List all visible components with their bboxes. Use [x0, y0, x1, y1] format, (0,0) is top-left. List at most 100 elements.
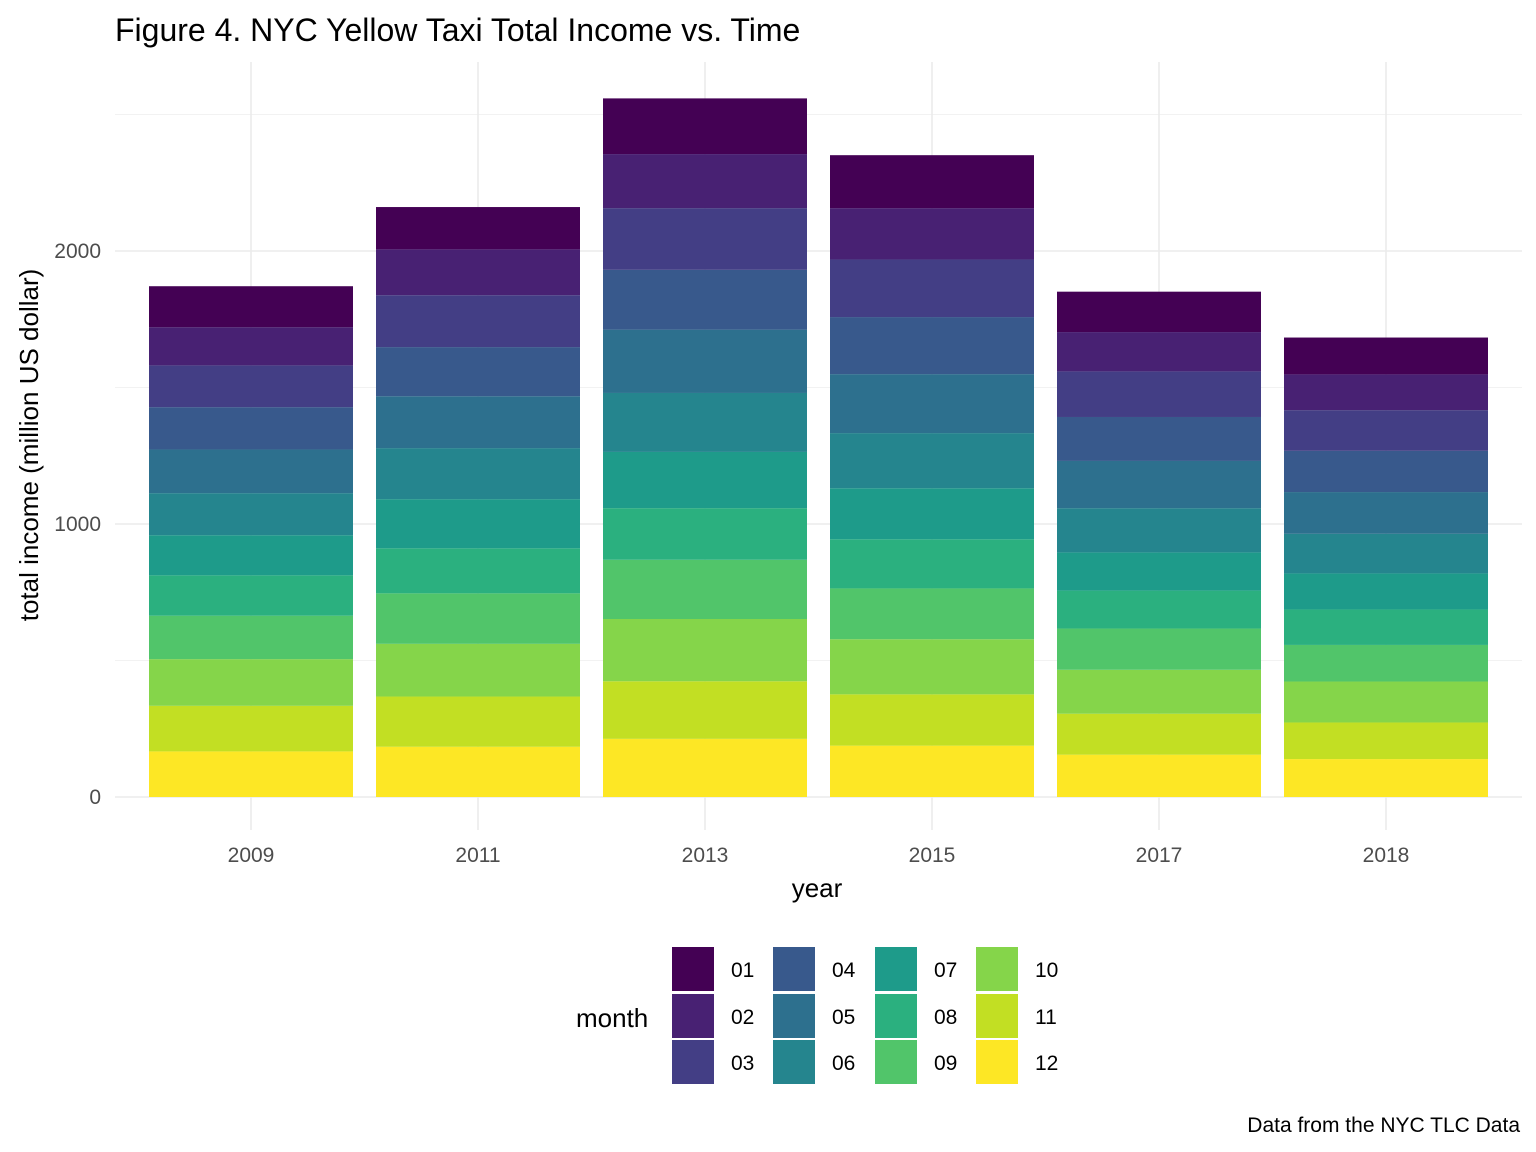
bar-segment-2009-05 — [149, 449, 353, 494]
bar-segment-2015-01 — [830, 155, 1034, 209]
bar-segment-2009-02 — [149, 327, 353, 366]
bar-segment-2015-07 — [830, 488, 1034, 540]
bar-segment-2018-05 — [1284, 492, 1488, 534]
bar-segment-2011-12 — [376, 746, 580, 797]
y-axis-title: total income (million US dollar) — [14, 269, 44, 622]
bar-segment-2015-05 — [830, 374, 1034, 434]
legend-item-08: 08 — [875, 994, 957, 1038]
bar-segment-2011-03 — [376, 295, 580, 348]
legend-key-05 — [773, 994, 815, 1038]
legend-items: 01 02 03 04 05 06 07 08 09 10 11 12 — [672, 947, 1058, 1084]
legend-label-05: 05 — [832, 1006, 855, 1029]
bar-segment-2011-09 — [376, 593, 580, 644]
x-tick-label: 2018 — [1363, 844, 1410, 867]
bar-segment-2015-09 — [830, 588, 1034, 640]
bar-segment-2017-08 — [1057, 590, 1261, 629]
bar-segment-2009-01 — [149, 286, 353, 328]
bar-segment-2009-08 — [149, 575, 353, 616]
legend-key-08 — [875, 994, 917, 1038]
legend-item-07: 07 — [875, 947, 957, 991]
bar-segment-2013-12 — [603, 738, 807, 797]
bar-segment-2011-08 — [376, 548, 580, 594]
bar-segment-2009-06 — [149, 493, 353, 536]
bar-segment-2018-06 — [1284, 533, 1488, 574]
bar-segment-2015-02 — [830, 208, 1034, 260]
bar-segment-2011-07 — [376, 499, 580, 549]
bar-segment-2018-08 — [1284, 609, 1488, 645]
bar-segment-2017-12 — [1057, 754, 1261, 797]
bar-segment-2013-06 — [603, 392, 807, 452]
bar-segment-2009-12 — [149, 751, 353, 797]
bar-segment-2017-09 — [1057, 628, 1261, 670]
bar-segment-2011-05 — [376, 396, 580, 449]
bar-segment-2011-02 — [376, 249, 580, 296]
bar-stack-2017 — [1057, 291, 1261, 797]
bar-segment-2018-02 — [1284, 374, 1488, 411]
legend-item-10: 10 — [976, 947, 1058, 991]
bar-segment-2015-11 — [830, 694, 1034, 746]
bar-segment-2018-11 — [1284, 722, 1488, 760]
bar-segment-2013-04 — [603, 269, 807, 330]
bar-segment-2009-10 — [149, 659, 353, 706]
bar-segment-2015-10 — [830, 639, 1034, 695]
legend-key-06 — [773, 1040, 815, 1084]
legend-label-01: 01 — [731, 959, 754, 982]
x-tick-label: 2009 — [228, 844, 275, 867]
bar-segment-2018-09 — [1284, 644, 1488, 682]
bar-segment-2017-11 — [1057, 713, 1261, 755]
legend-label-10: 10 — [1035, 959, 1058, 982]
bar-segment-2015-04 — [830, 317, 1034, 375]
bar-segment-2013-08 — [603, 508, 807, 560]
legend-key-01 — [672, 947, 714, 991]
bar-segment-2017-07 — [1057, 552, 1261, 591]
bar-segment-2011-06 — [376, 448, 580, 500]
bar-stack-2018 — [1284, 337, 1488, 797]
legend-label-03: 03 — [731, 1052, 754, 1075]
x-tick-label: 2015 — [909, 844, 956, 867]
y-axis-ticks: 0 1000 2000 — [54, 240, 101, 809]
x-axis-ticks: 2009 2011 2013 2015 2017 2018 — [228, 844, 1410, 867]
bar-segment-2013-05 — [603, 329, 807, 393]
bar-segment-2013-07 — [603, 451, 807, 509]
legend: month 01 02 03 04 05 06 07 08 09 10 11 12 — [576, 947, 1058, 1084]
legend-item-05: 05 — [773, 994, 855, 1038]
bar-segment-2018-10 — [1284, 681, 1488, 723]
legend-label-02: 02 — [731, 1006, 754, 1029]
legend-label-08: 08 — [934, 1006, 957, 1029]
legend-label-07: 07 — [934, 959, 957, 982]
x-tick-label: 2011 — [455, 844, 500, 867]
bar-segment-2018-12 — [1284, 759, 1488, 797]
chart-title: Figure 4. NYC Yellow Taxi Total Income v… — [115, 12, 800, 48]
legend-key-12 — [976, 1040, 1018, 1084]
legend-label-04: 04 — [832, 959, 856, 982]
bar-segment-2009-04 — [149, 407, 353, 450]
bar-stack-2011 — [376, 207, 580, 797]
legend-key-04 — [773, 947, 815, 991]
legend-item-09: 09 — [875, 1040, 957, 1084]
bar-segment-2011-01 — [376, 207, 580, 250]
legend-key-11 — [976, 994, 1018, 1038]
bar-segment-2015-03 — [830, 259, 1034, 318]
bar-segment-2015-06 — [830, 433, 1034, 489]
legend-label-11: 11 — [1035, 1006, 1057, 1029]
y-tick-label: 0 — [89, 786, 101, 809]
legend-item-03: 03 — [672, 1040, 754, 1084]
legend-item-02: 02 — [672, 994, 754, 1038]
bar-segment-2011-04 — [376, 347, 580, 397]
bar-segment-2017-03 — [1057, 371, 1261, 417]
bar-segment-2017-06 — [1057, 508, 1261, 553]
chart-caption: Data from the NYC TLC Data — [1247, 1114, 1520, 1137]
legend-item-04: 04 — [773, 947, 856, 991]
bar-segment-2017-02 — [1057, 332, 1261, 372]
legend-key-10 — [976, 947, 1018, 991]
x-axis-title: year — [792, 873, 843, 903]
bar-segment-2013-11 — [603, 681, 807, 739]
bar-segments — [149, 98, 1488, 797]
legend-key-02 — [672, 994, 714, 1038]
bar-segment-2011-11 — [376, 696, 580, 747]
x-tick-label: 2017 — [1136, 844, 1183, 867]
legend-label-06: 06 — [832, 1052, 855, 1075]
x-tick-label: 2013 — [682, 844, 729, 867]
bar-segment-2015-12 — [830, 745, 1034, 797]
